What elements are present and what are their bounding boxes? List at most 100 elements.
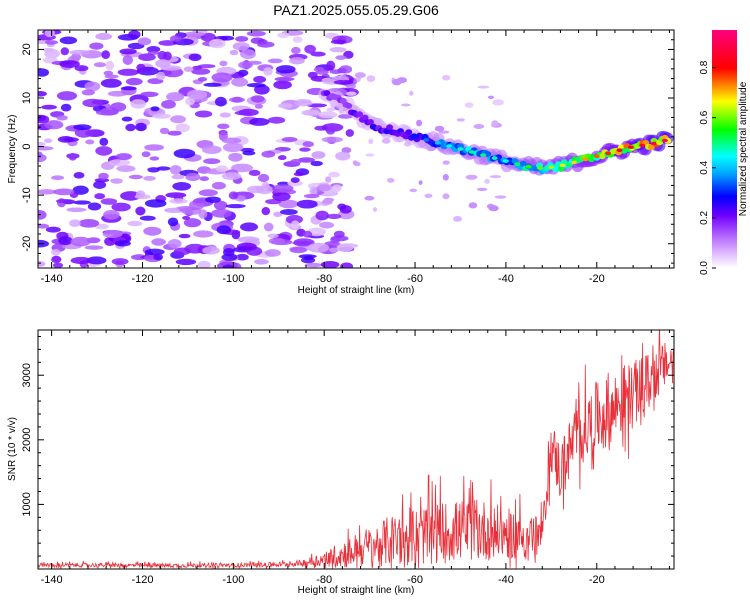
spectrogram-blob — [149, 156, 160, 161]
spectrogram-blob — [216, 225, 231, 235]
spectrogram-blob — [293, 238, 315, 247]
spectrogram-blob — [139, 215, 156, 221]
spectrogram-blob — [111, 202, 131, 212]
spectrogram-blob — [232, 42, 250, 51]
spectrogram-blob — [197, 77, 208, 82]
spectrogram-blob — [261, 207, 271, 216]
spectrogram-blob — [302, 141, 314, 148]
spectrogram-blob — [157, 50, 167, 60]
colorbar: 0.0 0.2 0.4 0.6 0.8 Normalized spectral ampl… — [699, 30, 749, 275]
spectrogram-blob — [150, 106, 160, 112]
colorbar-tick-label: 0.4 — [699, 160, 710, 174]
spectrogram-blob — [94, 193, 106, 200]
spectrogram-blob — [294, 100, 313, 107]
snr-xlabel: Height of straight line (km) — [298, 585, 415, 596]
spectrogram-blob — [273, 80, 292, 90]
spectrogram-blob — [52, 262, 64, 268]
spectrogram-blob — [287, 180, 303, 187]
spectrogram-blob — [310, 160, 323, 167]
spectrogram-blob — [110, 102, 127, 112]
spectrogram-blob — [137, 37, 152, 46]
colorbar-tick-label: 0.2 — [699, 211, 710, 225]
spectrogram-blob — [254, 259, 269, 265]
spectrogram-blob — [315, 210, 329, 221]
spectrogram-blob — [167, 217, 179, 227]
spectrogram-blob — [84, 245, 104, 250]
spectrogram-blob — [261, 150, 276, 158]
spectrogram-blob — [442, 160, 450, 165]
spectrogram-blob — [98, 172, 109, 180]
spectrogram-blob — [275, 65, 296, 74]
spectrogram-blob — [199, 176, 209, 182]
spectrogram-blob — [38, 210, 47, 220]
spectrogram-ridge-core — [491, 156, 498, 160]
spectrogram-blob — [38, 141, 46, 147]
spectrogram-blob — [231, 163, 253, 173]
spectrogram-blob — [135, 190, 146, 199]
spectrogram-blob — [464, 102, 474, 108]
spectrogram-blob — [44, 30, 55, 38]
spectrogram-blob — [248, 169, 261, 176]
spectrogram-blob — [125, 123, 136, 132]
spectrogram-blob — [121, 116, 133, 122]
spectrogram-blob — [197, 64, 216, 69]
spectrogram-blob — [339, 65, 353, 74]
spectrogram-blob — [198, 189, 218, 197]
spectrogram-blob — [38, 146, 54, 151]
spectrogram-blob — [329, 247, 339, 253]
spectrogram-blob — [114, 240, 131, 247]
spectrogram-blob — [60, 47, 69, 56]
spectrogram-blob — [253, 75, 266, 84]
spectrogram-blob — [110, 178, 123, 184]
spectrogram-blob — [216, 165, 228, 173]
spectrogram-blob — [38, 261, 46, 267]
spectrogram-blob — [240, 49, 256, 60]
spectrogram-blob — [38, 223, 49, 229]
spectrogram-blob — [249, 117, 270, 126]
spectrogram-blob — [278, 199, 299, 209]
spectrogram-blob — [175, 258, 197, 266]
x-tick-label: -140 — [41, 273, 63, 285]
spectrogram-blob — [95, 109, 118, 116]
spectrogram-blob — [100, 198, 118, 205]
spectrogram-blob — [170, 35, 182, 42]
spectrogram-blob — [321, 136, 343, 143]
spectrogram-blob — [169, 165, 182, 175]
spectrogram-blob — [203, 82, 222, 87]
spectrogram-blob — [102, 229, 123, 239]
x-tick-label: -140 — [41, 574, 63, 586]
spectrogram-blob — [45, 40, 58, 45]
spectrogram-blob — [487, 95, 495, 100]
spectrogram-blob — [44, 120, 64, 130]
spectrogram-blob — [38, 115, 50, 124]
spectrogram-blob — [171, 174, 185, 180]
spectrogram-blob — [340, 75, 347, 81]
spectrogram-blob — [151, 238, 166, 246]
spectrogram-blob — [277, 32, 290, 38]
spectrogram-blob — [202, 246, 220, 255]
spectrogram-blob — [225, 204, 246, 209]
spectrogram-blob — [257, 41, 275, 48]
spectrogram-blob — [381, 138, 391, 144]
spectrogram-ridge-core — [446, 144, 453, 148]
spectrogram-blob — [333, 230, 345, 238]
spectrogram-blob — [219, 35, 235, 41]
x-tick-label: -80 — [316, 574, 332, 586]
spectrogram-blob — [297, 157, 316, 163]
spectrogram-blob — [166, 207, 180, 213]
spectrogram-blob — [60, 103, 72, 112]
colorbar-label: Normalized spectral amplitude — [738, 81, 749, 216]
spectrogram-blob — [158, 40, 177, 46]
spectrogram-ridge-cell — [620, 147, 628, 154]
spectrogram-blob — [310, 51, 326, 57]
spectrogram-blob — [38, 153, 47, 163]
spectrogram-blob — [51, 249, 61, 256]
spectrogram-blob — [167, 239, 182, 249]
colorbar-tick-label: 0.8 — [699, 60, 710, 74]
spectrogram-blob — [74, 65, 89, 72]
spectrogram-blob — [277, 155, 287, 161]
spectrogram-blob — [258, 173, 270, 183]
spectrogram-blob — [156, 71, 166, 81]
spectrogram-blob — [141, 151, 151, 158]
spectrogram-blob — [86, 256, 107, 265]
